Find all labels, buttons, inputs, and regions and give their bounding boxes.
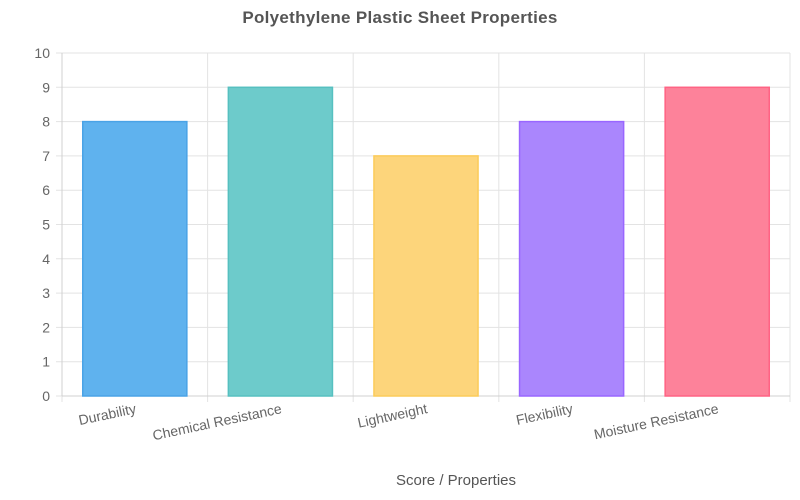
- x-tick-label-chemical-resistance: Chemical Resistance: [151, 400, 283, 443]
- x-tick-label-lightweight: Lightweight: [356, 400, 429, 430]
- y-tick-label: 9: [42, 79, 50, 95]
- chart-title: Polyethylene Plastic Sheet Properties: [242, 8, 558, 27]
- x-axis-title: Score / Properties: [396, 472, 516, 489]
- y-tick-label: 0: [42, 388, 50, 404]
- bar-lightweight[interactable]: [373, 155, 479, 397]
- x-tick-label-flexibility: Flexibility: [515, 400, 575, 428]
- y-tick-label: 7: [42, 148, 50, 164]
- bar-durability[interactable]: [81, 120, 188, 397]
- bar-chemical-resistance[interactable]: [227, 86, 334, 397]
- bar-moisture-resistance[interactable]: [664, 86, 771, 397]
- y-tick-label: 2: [42, 319, 50, 335]
- y-tick-label: 8: [42, 114, 50, 130]
- y-tick-label: 6: [42, 182, 50, 198]
- y-tick-label: 3: [42, 285, 50, 301]
- y-tick-label: 1: [42, 354, 50, 370]
- x-tick-label-moisture-resistance: Moisture Resistance: [592, 400, 720, 442]
- bar-flexibility[interactable]: [518, 120, 625, 397]
- y-tick-label: 10: [34, 45, 50, 61]
- y-tick-label: 4: [42, 251, 50, 267]
- y-tick-label: 5: [42, 217, 50, 233]
- x-tick-label-durability: Durability: [77, 400, 137, 428]
